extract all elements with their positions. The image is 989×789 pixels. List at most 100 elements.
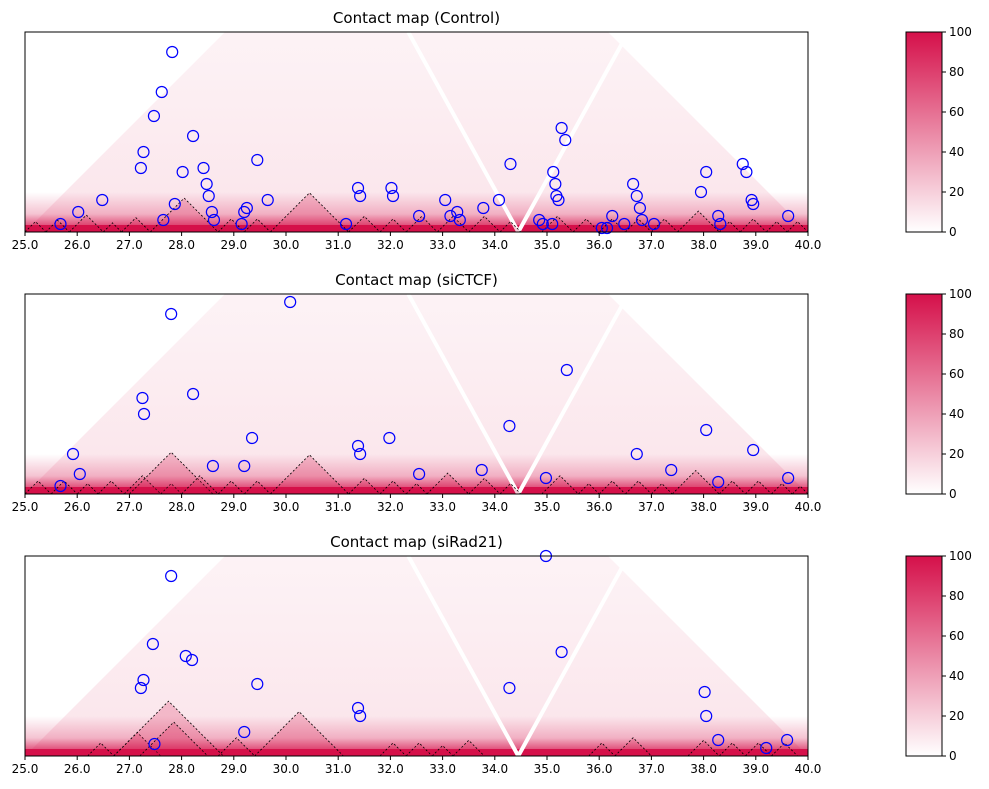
plot-area: 25.0 26.0 27.0 28.0 29.0 30.0 31.0 32.0 33.0 34.0… — [12, 31, 821, 252]
tad-outline — [771, 482, 793, 495]
colorbar: 0 20 40 60 80 100 — [905, 25, 972, 239]
loop-circle — [606, 209, 619, 223]
loop-circle — [251, 677, 264, 691]
loop-circle — [694, 185, 708, 199]
loop-circle — [546, 217, 559, 231]
tad-fill — [766, 221, 788, 232]
loop-circle — [166, 45, 179, 59]
x-tick-label: 31.0 — [325, 500, 352, 514]
tad-fill — [614, 737, 652, 756]
tad-outline — [452, 739, 485, 757]
tad-outline — [468, 215, 501, 233]
tad-fill — [787, 221, 808, 232]
x-tick-label: 32.0 — [377, 500, 404, 514]
x-tick-label: 40.0 — [795, 762, 822, 776]
loop-circle — [238, 459, 251, 473]
loop-circle — [712, 209, 725, 223]
missing-bin-stripe — [406, 294, 631, 494]
loop-circle — [555, 645, 568, 659]
loop-circle — [760, 741, 773, 755]
loop-circle — [647, 217, 661, 231]
colorbar: 0 20 40 60 80 100 — [905, 287, 972, 501]
tad-outline — [786, 220, 809, 233]
loop-circle — [197, 161, 210, 175]
colorbar-frame — [905, 555, 943, 757]
tad-fill — [625, 218, 652, 232]
tad-outline — [348, 477, 381, 495]
tad-fill — [124, 475, 161, 494]
tad-fill — [500, 221, 521, 232]
loop-circle — [698, 685, 711, 699]
x-tick-label: 27.0 — [116, 762, 143, 776]
colorbar-gradient — [906, 556, 942, 756]
tad-fill — [218, 737, 255, 756]
loop-circle — [351, 181, 365, 195]
loop-circle — [185, 653, 199, 667]
tad-fill — [270, 192, 349, 232]
tad-fill — [270, 454, 349, 494]
tad-outline — [499, 220, 522, 233]
tad-fill — [87, 742, 114, 756]
loop-circle — [555, 121, 568, 135]
loop-circle — [782, 209, 795, 223]
loop-circle — [157, 213, 170, 227]
x-tick-label: 34.0 — [481, 500, 508, 514]
loop-circle — [186, 129, 200, 143]
tad-outline — [103, 222, 122, 233]
loop-circle — [549, 177, 562, 191]
tad-fill — [719, 221, 741, 232]
tad-fill — [745, 480, 772, 494]
tad-outline — [578, 482, 600, 495]
loop-circle — [54, 479, 67, 493]
contact-haze-triangle — [25, 556, 808, 756]
loop-circle — [146, 637, 159, 651]
tad-fill — [218, 218, 245, 232]
tad-fill — [406, 742, 433, 756]
loop-circle — [782, 471, 795, 485]
contact-haze — [25, 32, 808, 232]
loop-circle — [66, 447, 80, 461]
x-tick-label: 33.0 — [429, 238, 456, 252]
loop-circle — [235, 217, 248, 231]
tad-fill — [98, 480, 125, 494]
tad-outline — [687, 739, 720, 757]
x-tick-label: 35.0 — [534, 762, 561, 776]
loop-circle — [413, 467, 426, 481]
tad-outline — [160, 482, 182, 495]
loop-circle — [205, 205, 218, 219]
loop-circle — [137, 407, 151, 421]
loop-circle — [595, 221, 608, 235]
x-tick-label: 40.0 — [795, 500, 822, 514]
tad-fill — [740, 218, 767, 232]
tad-outline — [426, 472, 469, 495]
x-tick-label: 26.0 — [64, 238, 91, 252]
loop-circle — [148, 737, 161, 751]
tad-fill — [453, 740, 485, 756]
x-tick-label: 29.0 — [220, 762, 247, 776]
loop-circle — [386, 189, 400, 203]
loop-circle — [714, 217, 727, 231]
x-tick-label: 39.0 — [742, 238, 769, 252]
plot-frame — [24, 293, 809, 495]
diagonal-line — [25, 749, 808, 756]
colorbar-tick-label: 80 — [949, 65, 964, 79]
colorbar-tick-label: 100 — [949, 549, 972, 563]
tad-fill — [348, 478, 380, 494]
loop-circle — [536, 217, 549, 231]
x-tick-label: 30.0 — [273, 762, 300, 776]
tad-fill — [254, 711, 344, 756]
colorbar-tick-label: 20 — [949, 185, 964, 199]
x-tick-label: 33.0 — [429, 762, 456, 776]
colorbar-tick-label: 80 — [949, 327, 964, 341]
loop-circle — [439, 193, 452, 207]
plot-frame — [24, 31, 809, 233]
loop-circle — [740, 165, 753, 179]
x-tick-label: 27.0 — [116, 500, 143, 514]
contact-haze-triangle — [25, 32, 808, 232]
panel-title: Contact map (siCTCF) — [335, 271, 498, 289]
x-tick-label: 28.0 — [168, 762, 195, 776]
loop-circle — [413, 209, 426, 223]
loop-circle — [54, 217, 67, 231]
colorbar-tick-label: 20 — [949, 447, 964, 461]
tad-fill — [181, 475, 219, 494]
